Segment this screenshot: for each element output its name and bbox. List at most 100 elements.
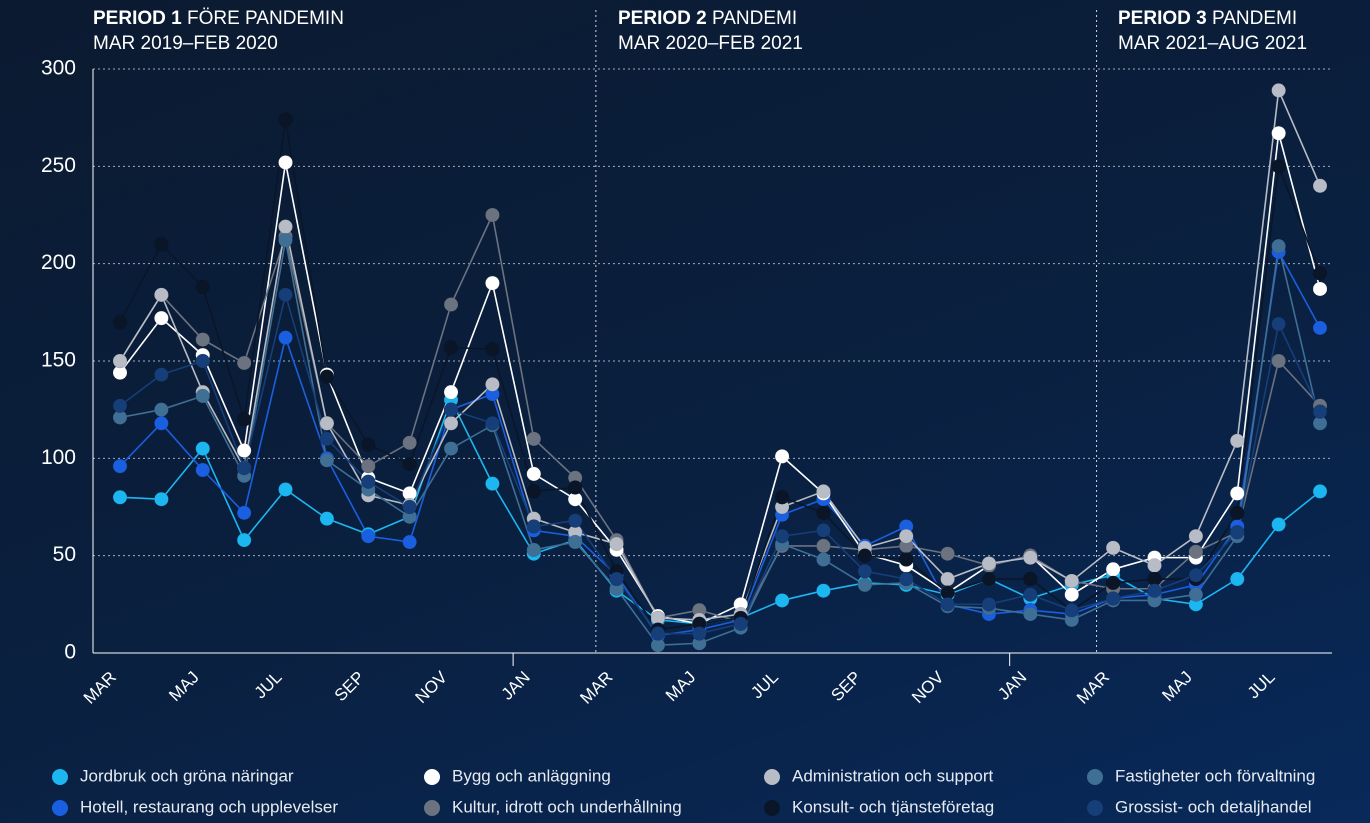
period-label: PERIOD 2 — [618, 8, 707, 29]
data-point — [154, 402, 169, 417]
data-point — [1271, 159, 1286, 174]
data-point — [898, 571, 914, 587]
data-point — [319, 431, 335, 447]
data-point — [154, 491, 169, 507]
series-line — [119, 87, 1321, 621]
data-point — [1188, 544, 1204, 560]
legend-label: Konsult- och tjänsteföretag — [792, 797, 994, 816]
data-point — [112, 490, 128, 505]
legend-label: Grossist- och detaljhandel — [1115, 797, 1312, 816]
series-line — [119, 249, 1321, 637]
data-point — [443, 402, 459, 417]
data-point — [816, 538, 831, 554]
x-tick-label: NOV — [908, 667, 948, 707]
data-point — [857, 577, 873, 593]
data-point — [1188, 587, 1204, 602]
data-point — [1230, 486, 1245, 501]
data-point — [1023, 550, 1038, 565]
period-name: PANDEMI — [1212, 8, 1297, 29]
data-point — [981, 597, 997, 612]
x-tick-label: JUL — [251, 668, 286, 703]
data-point — [485, 342, 500, 357]
data-point — [609, 536, 624, 552]
data-point — [154, 310, 169, 326]
data-point — [154, 367, 169, 382]
data-point — [195, 388, 211, 404]
data-point — [485, 275, 500, 291]
legend-label: Administration och support — [792, 766, 994, 785]
series-line — [119, 212, 1321, 623]
series-line — [119, 291, 1321, 635]
data-point — [774, 490, 790, 505]
data-point — [154, 236, 169, 252]
data-point — [485, 207, 500, 223]
x-tick-label: MAJ — [165, 668, 202, 705]
x-tick-label: JUL — [747, 668, 782, 703]
data-point — [650, 626, 666, 641]
data-point — [195, 332, 211, 347]
series-line — [119, 119, 1321, 631]
data-point — [816, 552, 831, 567]
data-point — [361, 528, 376, 544]
data-point — [402, 456, 417, 472]
period-label: PERIOD 3 — [1118, 8, 1207, 29]
series-line — [119, 133, 1321, 625]
data-point — [816, 505, 831, 521]
data-point — [898, 528, 914, 544]
period-range: MAR 2021–AUG 2021 — [1118, 33, 1307, 54]
data-point — [319, 453, 335, 468]
data-point — [1312, 320, 1328, 336]
data-point — [236, 443, 252, 458]
period-title: PERIOD 1 FÖRE PANDEMIN — [93, 8, 344, 29]
data-point — [319, 416, 335, 431]
data-point — [567, 534, 583, 550]
legend-swatch — [1087, 769, 1103, 785]
period-name: FÖRE PANDEMIN — [187, 8, 344, 29]
data-point — [1230, 525, 1245, 540]
y-tick-label: 50 — [53, 543, 76, 566]
data-point — [1105, 540, 1121, 556]
data-point — [692, 626, 707, 641]
data-point — [1023, 571, 1038, 587]
data-point — [1230, 571, 1245, 587]
data-point — [526, 431, 542, 447]
x-tick-label: JAN — [498, 668, 534, 704]
data-point — [112, 314, 128, 330]
legend-swatch — [764, 769, 780, 785]
data-point — [195, 462, 211, 478]
data-point — [236, 460, 252, 476]
data-point — [816, 523, 831, 538]
data-point — [1271, 125, 1286, 141]
data-point — [526, 466, 542, 482]
data-point — [1105, 591, 1121, 606]
data-point — [319, 369, 335, 384]
period-range: MAR 2019–FEB 2020 — [93, 33, 278, 54]
legend-label: Bygg och anläggning — [452, 766, 611, 785]
data-point — [1230, 433, 1245, 449]
data-point — [485, 416, 500, 431]
x-tick-label: NOV — [412, 667, 452, 707]
data-point — [981, 556, 997, 571]
data-point — [236, 532, 252, 548]
y-tick-label: 300 — [41, 57, 76, 80]
x-tick-label: SEP — [331, 668, 368, 705]
legend-label: Jordbruk och gröna näringar — [80, 766, 294, 785]
data-point — [485, 476, 500, 491]
x-tick-label: JUL — [1244, 668, 1279, 703]
data-point — [361, 474, 376, 489]
data-point — [940, 571, 955, 587]
data-point — [1188, 567, 1204, 583]
data-point — [443, 297, 459, 312]
data-point — [1312, 266, 1328, 281]
data-point — [1147, 583, 1162, 598]
legend-swatch — [52, 769, 68, 785]
y-tick-label: 100 — [41, 446, 76, 469]
data-point — [112, 353, 128, 369]
series-line — [119, 397, 1321, 625]
data-point — [402, 534, 417, 550]
data-point — [195, 441, 211, 456]
data-point — [816, 484, 831, 499]
period-range: MAR 2020–FEB 2021 — [618, 33, 803, 54]
data-point — [1147, 558, 1162, 573]
